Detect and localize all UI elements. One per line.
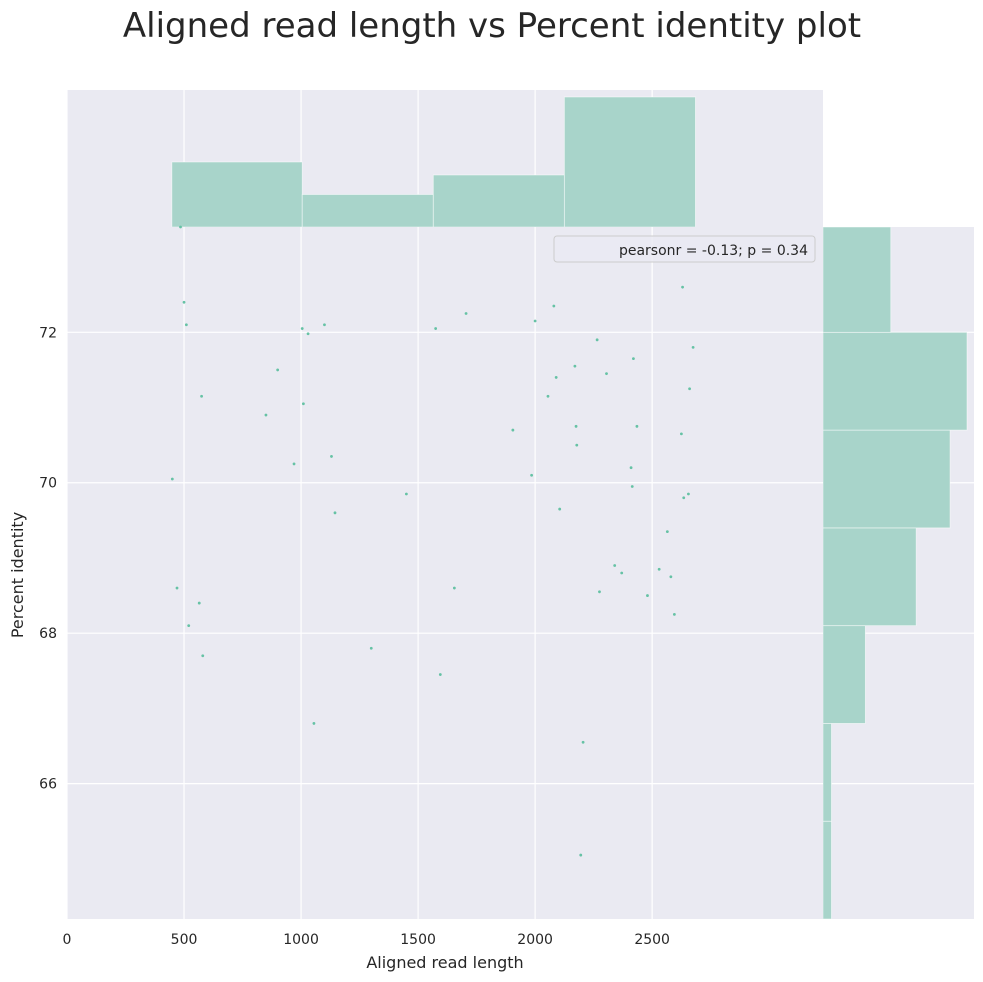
scatter-point (581, 740, 585, 744)
scatter-point (333, 511, 337, 515)
scatter-point (546, 394, 550, 398)
scatter-point (574, 424, 578, 428)
scatter-point (197, 601, 201, 605)
scatter-point (179, 225, 182, 229)
y-tick-label: 70 (39, 476, 57, 492)
scatter-point (170, 477, 174, 481)
scatter-point (595, 338, 599, 342)
scatter-point (679, 432, 683, 436)
scatter-point (646, 594, 649, 597)
correlation-annotation: pearsonr = -0.13; p = 0.34 (619, 243, 808, 259)
right-histogram-bar (822, 723, 832, 822)
scatter-point (312, 722, 316, 725)
scatter-point (276, 368, 280, 372)
x-tick-label: 2000 (517, 932, 553, 948)
right-histogram-bar (822, 429, 951, 529)
scatter-point (681, 285, 684, 289)
scatter-point (200, 394, 203, 398)
scatter-point (175, 586, 179, 590)
scatter-point (579, 853, 583, 857)
chart-title: Aligned read length vs Percent identity … (123, 6, 861, 46)
x-axis-label: Aligned read length (366, 953, 523, 972)
scatter-point (558, 507, 562, 511)
scatter-point (629, 466, 633, 470)
top-histogram-bar (432, 174, 565, 228)
x-axis-ticks: 0 500 1000 1500 2000 2500 (63, 932, 670, 948)
y-tick-label: 72 (39, 325, 57, 341)
scatter-point (682, 496, 686, 500)
right-histogram-bar (822, 331, 968, 431)
scatter-point (665, 530, 669, 534)
scatter-points (170, 225, 695, 857)
scatter-point (182, 300, 186, 304)
scatter-point (691, 345, 695, 349)
scatter-point (452, 586, 456, 590)
plot-grid (66, 227, 823, 919)
scatter-point (632, 357, 635, 361)
scatter-point (330, 455, 333, 458)
scatter-point (438, 673, 442, 676)
scatter-point (620, 571, 624, 575)
scatter-point (613, 564, 617, 567)
x-tick-label: 500 (171, 932, 198, 948)
scatter-point (464, 312, 468, 315)
scatter-point (511, 428, 515, 432)
x-tick-label: 1000 (283, 932, 319, 948)
scatter-point (300, 327, 304, 330)
scatter-point (688, 387, 691, 391)
scatter-point (687, 492, 690, 496)
scatter-point (292, 462, 296, 466)
scatter-point (575, 443, 579, 447)
scatter-point (552, 304, 556, 308)
scatter-point (301, 402, 305, 406)
scatter-point (187, 624, 191, 628)
right-histogram-bar (822, 527, 917, 627)
scatter-point (598, 590, 601, 594)
y-tick-label: 68 (39, 626, 57, 642)
y-tick-label: 66 (39, 777, 57, 793)
scatter-point (201, 654, 205, 658)
right-marginal-bars (822, 226, 968, 920)
y-axis-ticks: 66 68 70 72 (39, 325, 57, 792)
top-histogram-bar (171, 161, 303, 228)
top-marginal-bars (171, 96, 696, 228)
right-histogram-bar (822, 820, 832, 920)
right-histogram-bar (822, 226, 892, 333)
scatter-point (657, 567, 661, 571)
top-histogram-bar (563, 96, 696, 228)
top-histogram-bar (301, 194, 434, 228)
scatter-point (369, 646, 373, 650)
scatter-point (554, 376, 558, 379)
scatter-panel (66, 225, 823, 919)
scatter-point (404, 492, 408, 496)
scatter-point (434, 327, 438, 330)
scatter-point (672, 612, 676, 616)
scatter-point (573, 364, 577, 368)
top-marginal-histogram (66, 90, 823, 228)
scatter-point (264, 413, 268, 417)
scatter-point (669, 575, 673, 579)
scatter-point (306, 332, 310, 336)
x-tick-label: 1500 (400, 932, 436, 948)
scatter-point (323, 323, 326, 327)
correlation-legend: pearsonr = -0.13; p = 0.34 (553, 235, 816, 263)
x-tick-label: 2500 (634, 932, 670, 948)
y-axis-label: Percent identity (8, 512, 27, 638)
legend-box (553, 235, 816, 263)
scatter-point (530, 473, 534, 477)
scatter-point (184, 323, 188, 327)
right-marginal-histogram (822, 226, 974, 920)
plot-area-background (67, 227, 823, 919)
x-tick-label: 0 (63, 932, 72, 948)
scatter-point (533, 319, 537, 323)
right-histogram-bar (822, 625, 866, 724)
scatter-point (630, 485, 634, 488)
scatter-point (605, 372, 608, 376)
scatter-point (635, 424, 639, 428)
